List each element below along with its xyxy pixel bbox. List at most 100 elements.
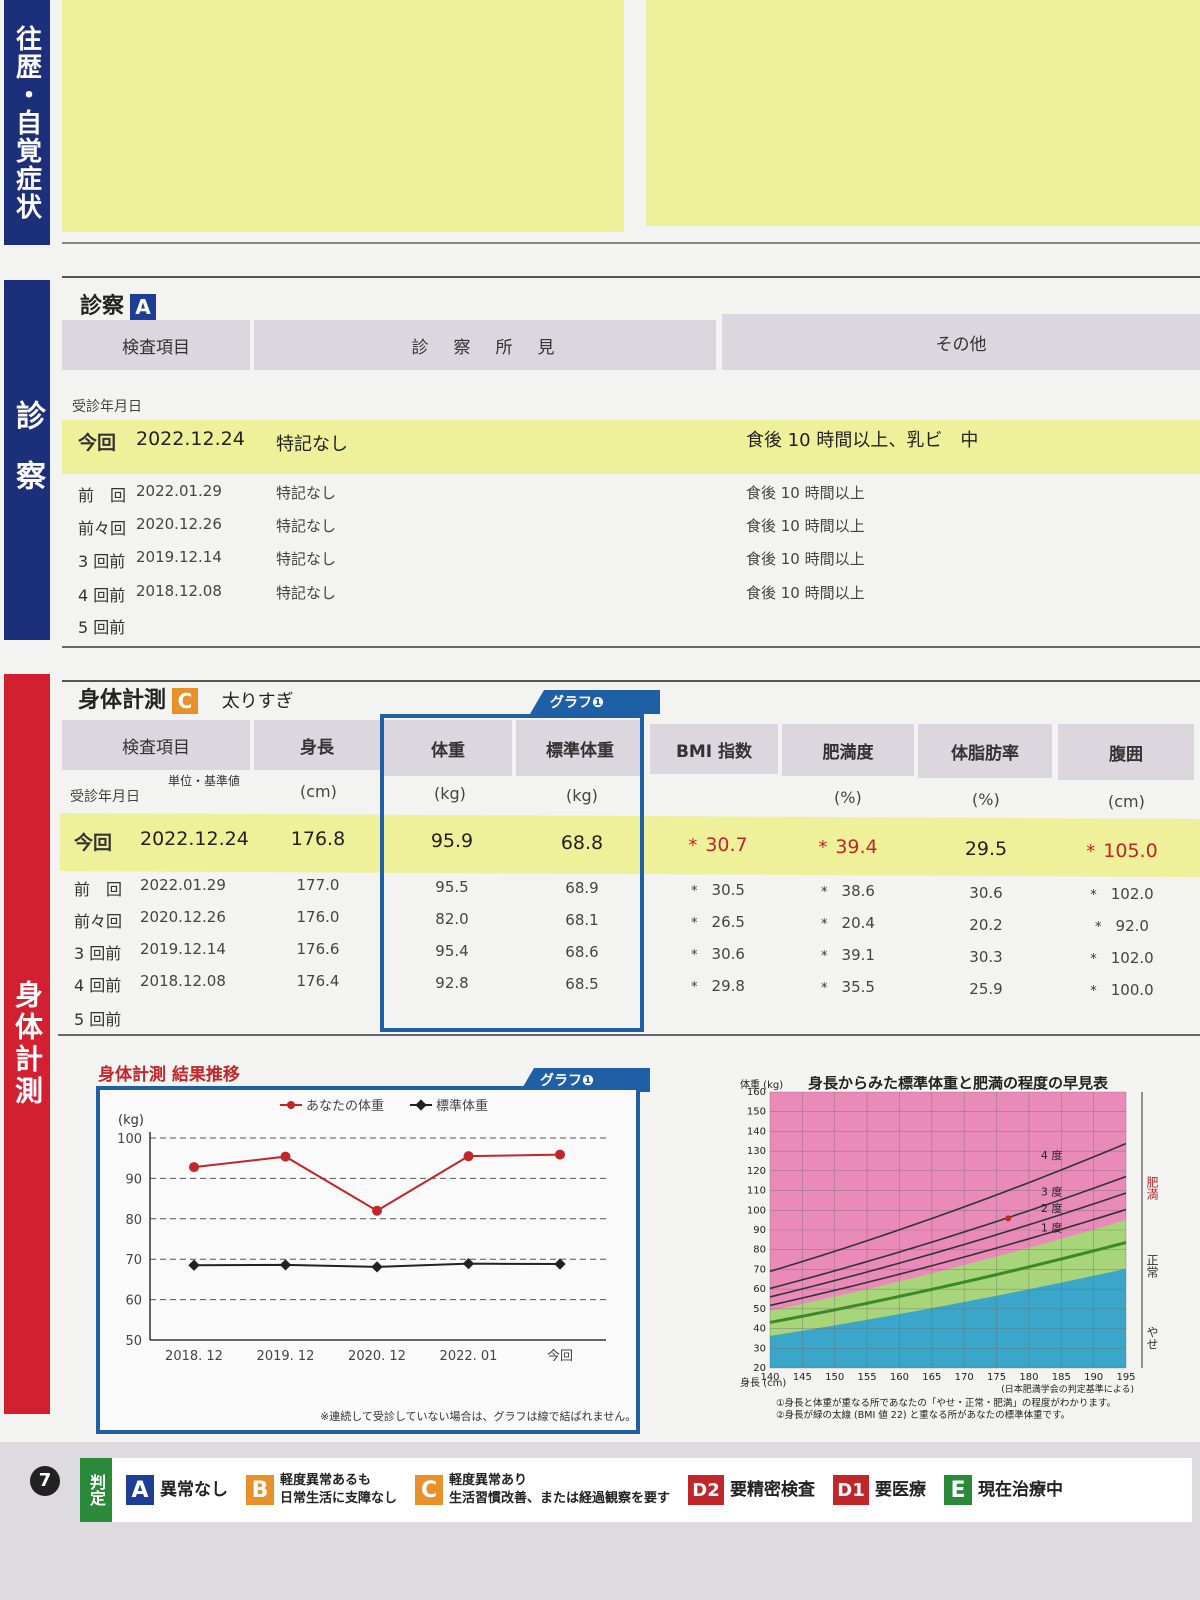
abnormal-star: * <box>691 979 698 995</box>
legend-entry: 標準体重 <box>410 1098 488 1114</box>
body-header-fat: 体脂肪率 <box>918 724 1052 778</box>
body-obesity-value: * 39.1 <box>808 946 888 964</box>
body-height-value: 177.0 <box>278 876 358 894</box>
body-std-value: 68.1 <box>542 911 622 929</box>
value-text: 92.8 <box>435 973 469 992</box>
value-text: 26.5 <box>711 912 745 931</box>
abnormal-star: * <box>821 981 828 996</box>
exam-row-date: 2018.12.08 <box>136 582 222 600</box>
y-tick-label: 70 <box>753 1264 766 1275</box>
x-tick-label: 今回 <box>547 1348 573 1364</box>
exam-row-other: 食後 10 時間以上 <box>746 550 865 568</box>
y-tick-label: 160 <box>747 1087 766 1098</box>
y-tick-label: 130 <box>747 1146 766 1157</box>
legend-label: あなたの体重 <box>306 1098 384 1114</box>
abnormal-star: * <box>1086 841 1096 862</box>
body-bmi-value: * 29.8 <box>678 977 758 995</box>
unit-waist: (cm) <box>1108 792 1145 811</box>
y-tick-label: 40 <box>753 1324 766 1335</box>
body-row-label: 前々回 <box>74 912 123 931</box>
body-waist-value: * 92.0 <box>1082 917 1162 935</box>
body-waist-value: * 102.0 <box>1082 885 1162 903</box>
divider <box>62 276 1200 278</box>
abnormal-star: * <box>691 947 698 963</box>
weight-point <box>372 1205 382 1216</box>
exam-row-label: 前 回 <box>78 486 127 505</box>
judge-item: C 軽度異常あり 生活習慣改善、または経過観察を要す <box>415 1472 670 1508</box>
value-text: 102.0 <box>1110 885 1154 903</box>
body-waist-value: * 105.0 <box>1082 840 1162 862</box>
value-text: 35.5 <box>841 978 875 996</box>
value-text: 25.9 <box>969 979 1003 998</box>
exam-header-other: その他 <box>722 314 1200 370</box>
body-bmi-value: * 30.6 <box>678 945 758 963</box>
value-text: 30.6 <box>711 944 745 963</box>
y-tick-label: 80 <box>125 1213 142 1228</box>
body-fat-value: 29.5 <box>946 838 1026 860</box>
exam-row-finding: 特記なし <box>276 550 337 568</box>
value-text: 95.4 <box>435 941 469 960</box>
exam-row-date: 2022.12.24 <box>136 428 245 450</box>
x-tick-label: 160 <box>890 1372 909 1383</box>
body-row-date: 2020.12.26 <box>140 908 226 926</box>
zone-label: 正常 <box>1145 1254 1159 1279</box>
page-number: 7 <box>30 1466 60 1496</box>
grade-badge: A <box>130 294 157 320</box>
body-height-value: 176.4 <box>278 972 358 990</box>
legend-marker <box>415 1099 427 1111</box>
abnormal-star: * <box>1090 984 1097 999</box>
exam-row-other: 食後 10 時間以上 <box>746 584 865 602</box>
abnormal-star: * <box>821 885 828 900</box>
grade-badge: C <box>172 688 199 714</box>
exam-row-finding: 特記なし <box>276 584 337 602</box>
history-side-tab: 往歴・自覚症状 <box>4 0 50 245</box>
divider <box>62 680 1200 682</box>
graph1-frame <box>380 714 644 1032</box>
trend-note: ※連続して受診していない場合は、グラフは線で結ばれません。 <box>320 1410 637 1423</box>
exam-row-other: 食後 10 時間以上 <box>746 517 865 535</box>
y-tick-label: 90 <box>125 1172 142 1187</box>
abnormal-star: * <box>691 915 698 931</box>
x-tick-label: 185 <box>1052 1372 1071 1383</box>
value-text: 176.6 <box>296 940 340 958</box>
body-weight-value: 92.8 <box>412 974 492 992</box>
body-row-label: 4 回前 <box>74 976 122 995</box>
body-std-value: 68.8 <box>542 832 622 854</box>
body-std-value: 68.5 <box>542 975 622 993</box>
body-header-waist: 腹囲 <box>1058 724 1194 780</box>
y-tick-label: 120 <box>747 1166 766 1177</box>
value-text: 29.5 <box>964 838 1008 860</box>
history-box-left <box>62 0 624 232</box>
abnormal-star: * <box>688 835 698 856</box>
weight-point <box>555 1149 565 1160</box>
body-height-value: 176.8 <box>278 828 358 850</box>
body-row-date: 2018.12.08 <box>140 972 226 990</box>
exam-date-label: 受診年月日 <box>72 399 142 415</box>
judge-badge: E <box>944 1475 973 1505</box>
judge-text: 軽度異常あるも 日常生活に支障なし <box>280 1473 398 1506</box>
judge-item: B 軽度異常あるも 日常生活に支障なし <box>246 1472 397 1508</box>
body-std-value: 68.9 <box>542 879 622 897</box>
judge-badge: B <box>246 1475 274 1505</box>
judge-item: A 異常なし <box>126 1475 228 1505</box>
judge-item: D2 要精密検査 <box>688 1475 815 1505</box>
body-row-date: 2022.12.24 <box>140 828 249 850</box>
weight-point <box>280 1151 291 1162</box>
thin-zone <box>770 1268 1126 1368</box>
abnormal-star: * <box>1095 920 1102 935</box>
judge-legend: 判定 A 異常なし B 軽度異常あるも 日常生活に支障なし C 軽度異常あり 生活習慣改善、ま… <box>80 1458 1192 1522</box>
value-text: 176.0 <box>296 908 340 926</box>
body-fat-value: 30.3 <box>946 948 1026 966</box>
judge-item: D1 要医療 <box>833 1475 926 1505</box>
judge-badge: A <box>126 1475 154 1505</box>
value-text: 68.9 <box>565 879 599 897</box>
exam-row-date: 2019.12.14 <box>136 548 222 566</box>
body-header-item: 検査項目 <box>62 720 250 770</box>
exam-title: 診察 A <box>80 288 157 320</box>
body-row-date: 2019.12.14 <box>140 940 226 958</box>
unit-height: (cm) <box>300 782 337 801</box>
x-tick-label: 2019. 12 <box>257 1349 315 1364</box>
your-point <box>1005 1215 1012 1222</box>
exam-row-date: 2022.01.29 <box>136 482 222 500</box>
body-header-weight: 体重 <box>384 720 512 776</box>
